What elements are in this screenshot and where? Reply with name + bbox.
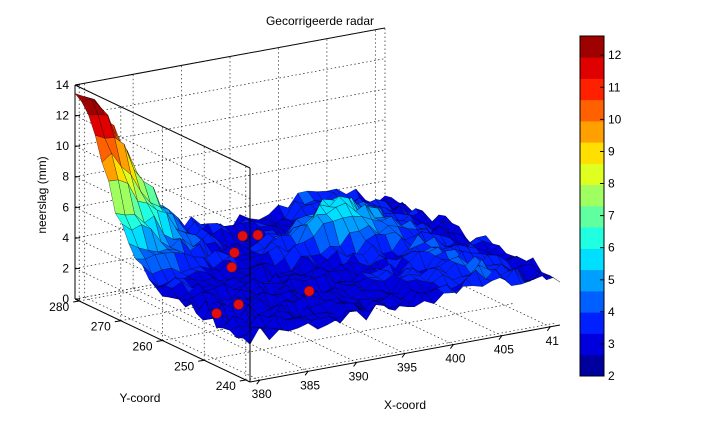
station-layer [211, 229, 315, 319]
colorbar-tick-label: 11 [608, 80, 621, 94]
x-tick-mark [546, 326, 551, 332]
x-tick-mark [256, 379, 261, 385]
x-tick-mark [304, 370, 309, 376]
x-tick-mark [401, 353, 406, 358]
grid-line-y-floor [79, 243, 390, 302]
z-tick-label: 4 [62, 231, 69, 245]
z-tick-label: 14 [56, 78, 70, 92]
y-tick-mark [156, 340, 163, 342]
colorbar-band [580, 99, 604, 122]
station-marker-6 [252, 229, 264, 241]
grid-line-z-back [74, 27, 386, 86]
colorbar-band [580, 78, 604, 101]
colorbar-tick-label: 6 [608, 241, 615, 255]
z-tick-label: 12 [56, 109, 70, 123]
station-marker-3 [229, 247, 240, 258]
colorbar-band [580, 163, 604, 186]
station-marker-4 [233, 299, 244, 310]
back-top-edge [74, 27, 386, 86]
colorbar-band [580, 248, 604, 271]
x-tick-label: 385 [300, 378, 320, 392]
colorbar-tick-label: 8 [608, 177, 615, 191]
x-axis-label: X-coord [384, 398, 426, 412]
colorbar-tick-label: 5 [608, 273, 615, 287]
grid-line-y-floor [162, 283, 473, 341]
surface-layer [74, 93, 561, 345]
grid-line-x-floor [132, 287, 309, 372]
z-tick-label: 6 [62, 200, 69, 214]
grid-line-z-back [74, 58, 386, 116]
x-tick-label: 41 [546, 334, 560, 348]
z-axis-label: neerslag (mm) [35, 156, 49, 233]
colorbar-band [580, 184, 604, 207]
colorbar-bands [580, 36, 604, 377]
colorbar-tick-label: 3 [608, 337, 615, 351]
z-tick-label: 2 [62, 261, 69, 275]
y-axis-label: Y-coord [120, 391, 161, 405]
colorbar-tick-label: 12 [608, 48, 622, 62]
x-tick-label: 390 [349, 369, 369, 383]
grid-line-z-left [74, 84, 251, 169]
x-tick-label: 405 [494, 343, 514, 357]
y-tick-mark [114, 320, 121, 323]
colorbar-tick-label: 7 [608, 209, 615, 223]
x-tick-label: 395 [397, 361, 417, 375]
colorbar-band [580, 291, 604, 313]
y-tick-mark [198, 359, 205, 362]
y-tick-label: 250 [174, 359, 194, 373]
x-tick-label: 380 [252, 387, 272, 401]
colorbar-band [580, 312, 604, 334]
x-tick-mark [353, 362, 358, 367]
station-marker-1 [211, 308, 222, 319]
grid-line-y-floor [120, 263, 431, 322]
colorbar-band [580, 57, 604, 79]
y-tick-mark [239, 379, 246, 382]
x-tick-mark [449, 344, 454, 349]
y-tick-label: 270 [91, 320, 111, 334]
colorbar-band [580, 206, 604, 228]
y-tick-label: 260 [132, 340, 152, 354]
x-tick-mark [498, 335, 503, 341]
colorbar-tick-label: 10 [608, 112, 622, 126]
colorbar-band [580, 121, 604, 143]
y-tick-label: 240 [216, 379, 236, 393]
grid-line-y-floor [204, 302, 515, 361]
grid-line-z-left [74, 268, 251, 352]
colorbar-tick-label: 2 [608, 369, 615, 383]
colorbar-band [580, 269, 604, 292]
z-tick-label: 0 [62, 292, 69, 306]
z-tick-label: 10 [56, 139, 70, 153]
grid-line-z-back [74, 88, 386, 147]
station-marker-7 [303, 285, 315, 297]
grid-line-x-floor [84, 296, 260, 381]
z-tick-label: 8 [62, 170, 69, 184]
grid-line-z-back [74, 241, 386, 300]
colorbar-frame [579, 35, 605, 377]
surface-facet [543, 275, 561, 283]
colorbar-band [580, 333, 604, 356]
station-marker-5 [237, 230, 248, 242]
colorbar-tick-label: 4 [608, 305, 615, 319]
chart-title: Gecorrigeerde radar [266, 14, 374, 28]
colorbar-band [580, 36, 604, 58]
grid-line-z-back [74, 211, 386, 269]
y-tick-label: 280 [49, 300, 69, 314]
colorbar-band [580, 227, 604, 249]
y-tick-mark [73, 300, 80, 303]
colorbar-ticks: 2 3 4 5 6 7 8 9 10 11 12 [600, 48, 622, 383]
x-tick-label: 400 [445, 352, 465, 366]
grid-line-y-floor [245, 322, 556, 381]
colorbar-band [580, 142, 604, 164]
colorbar-tick-label: 9 [608, 145, 615, 159]
colorbar: 2 3 4 5 6 7 8 9 10 11 12 [579, 35, 622, 383]
colorbar-band [580, 354, 604, 377]
station-marker-2 [226, 261, 237, 273]
